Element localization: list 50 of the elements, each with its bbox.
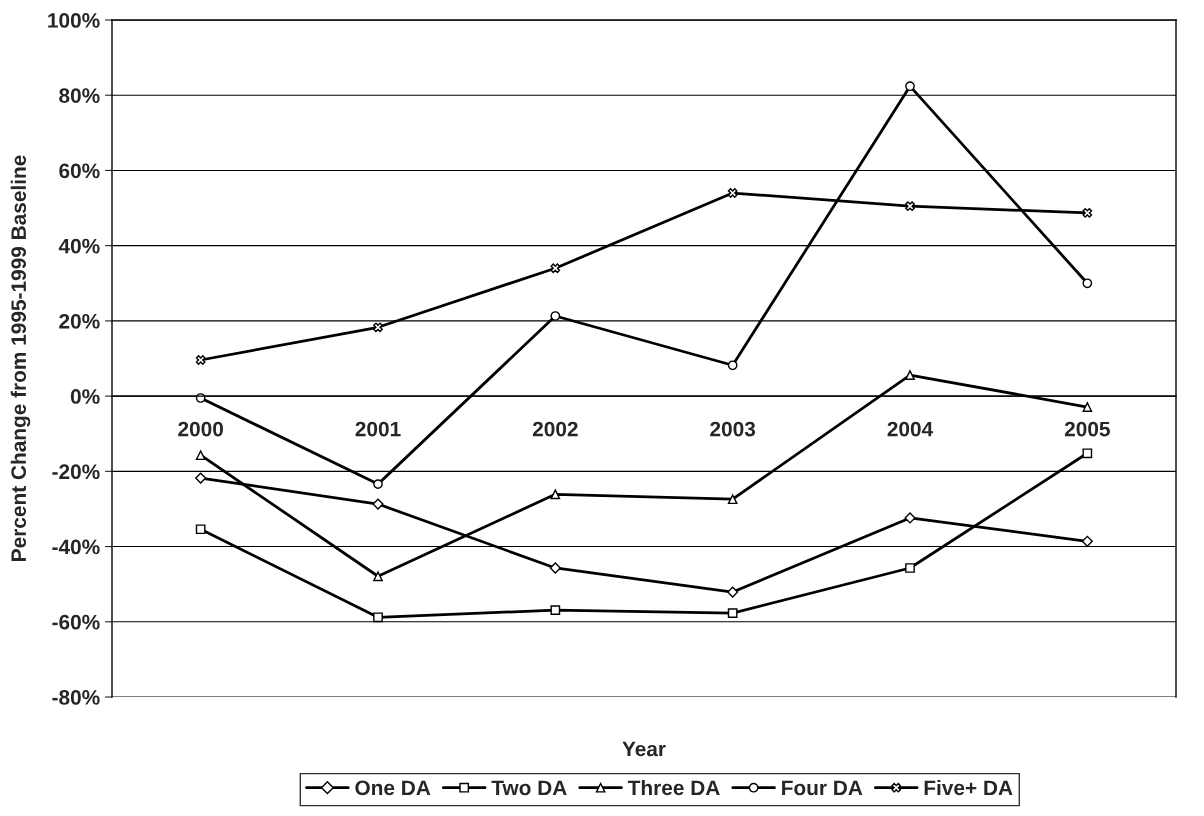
x-tick-label: 2002 bbox=[532, 421, 578, 437]
point bbox=[550, 263, 561, 274]
point bbox=[1082, 208, 1093, 218]
point bbox=[727, 494, 738, 505]
point bbox=[195, 450, 206, 461]
y-axis-title: Percent Change from 1995-1999 Baseline bbox=[10, 155, 31, 561]
legend-label: Five+ DA bbox=[924, 779, 1013, 796]
point bbox=[195, 472, 207, 484]
point bbox=[905, 81, 915, 92]
legend-label: Three DA bbox=[627, 779, 720, 796]
legend-label: Two DA bbox=[491, 780, 567, 796]
point bbox=[905, 201, 915, 212]
point bbox=[373, 571, 383, 582]
point bbox=[550, 489, 561, 500]
point bbox=[1081, 535, 1093, 547]
point bbox=[550, 605, 561, 615]
point bbox=[727, 188, 738, 198]
point bbox=[727, 360, 738, 371]
x-tick-label: 2001 bbox=[355, 421, 401, 437]
y-tick-label: 100% bbox=[48, 13, 100, 28]
point bbox=[1082, 402, 1093, 412]
point bbox=[1082, 448, 1093, 459]
y-tick-label: -80% bbox=[52, 690, 100, 705]
y-tick-label: -40% bbox=[52, 539, 100, 555]
x-tick-label: 2000 bbox=[178, 421, 223, 437]
point bbox=[905, 563, 915, 573]
point bbox=[727, 608, 738, 618]
y-tick-label: -20% bbox=[52, 464, 100, 480]
point bbox=[373, 479, 383, 489]
y-tick-label: -60% bbox=[52, 614, 100, 630]
point bbox=[549, 562, 561, 574]
x-tick-label: 2004 bbox=[887, 421, 934, 437]
y-tick-label: 20% bbox=[59, 313, 100, 329]
point bbox=[550, 311, 561, 321]
point bbox=[1082, 278, 1093, 289]
point bbox=[195, 355, 206, 365]
legend-label: One DA bbox=[355, 780, 431, 796]
point bbox=[905, 370, 915, 380]
point bbox=[373, 322, 383, 333]
point bbox=[373, 612, 383, 623]
x-tick-label: 2003 bbox=[710, 421, 756, 437]
y-tick-label: 40% bbox=[58, 238, 100, 254]
legend-label: Four DA bbox=[782, 780, 863, 796]
y-tick-label: 80% bbox=[59, 88, 100, 103]
y-tick-label: 0% bbox=[70, 389, 100, 404]
point bbox=[727, 586, 739, 598]
point bbox=[195, 524, 206, 535]
x-axis-title: Year bbox=[622, 741, 666, 757]
x-tick-label: 2005 bbox=[1064, 421, 1110, 437]
y-tick-label: 60% bbox=[59, 163, 100, 179]
